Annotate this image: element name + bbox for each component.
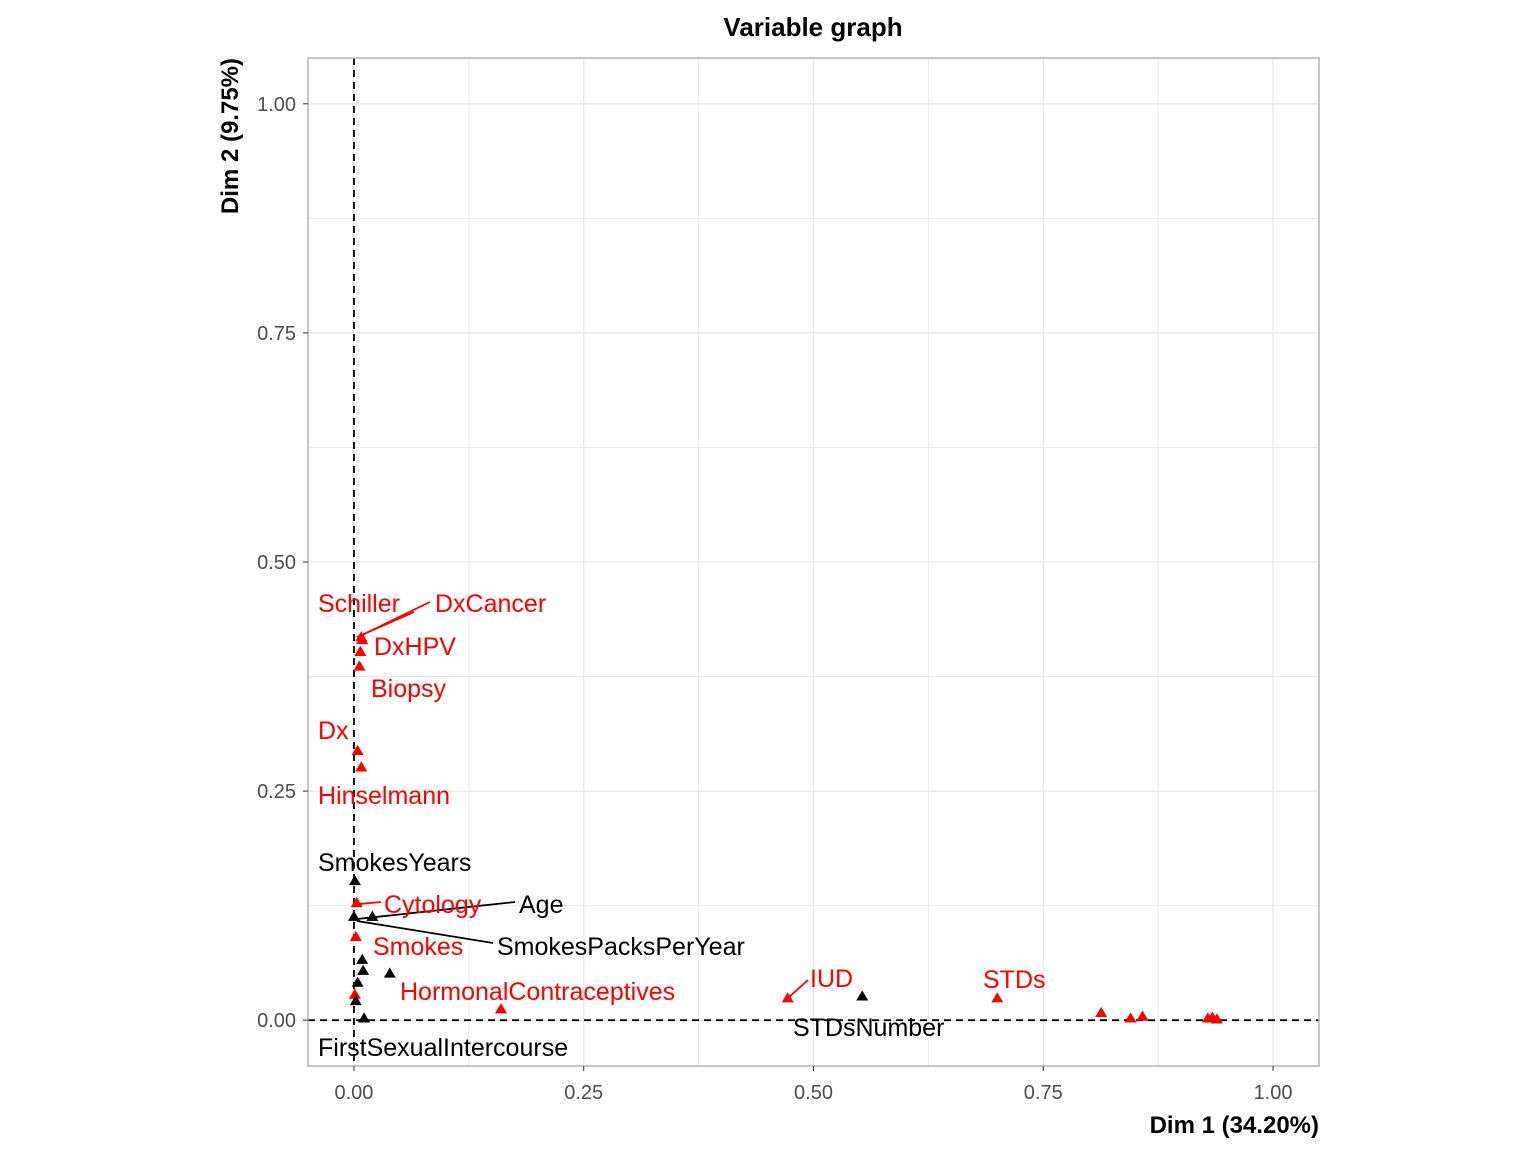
label-smokesyears: SmokesYears — [318, 849, 471, 877]
marker-smokespacksperyear — [347, 910, 360, 921]
marker-unlabeled-17 — [357, 964, 370, 975]
marker-dx — [351, 744, 364, 755]
marker-stds — [991, 992, 1004, 1003]
marker-iud — [781, 992, 794, 1003]
label-schiller: Schiller — [318, 590, 400, 618]
label-cytology: Cytology — [384, 891, 482, 919]
y-tick-label-2: 0.50 — [257, 552, 296, 574]
label-hinselmann: Hinselmann — [318, 782, 450, 810]
reference-lines — [308, 58, 1319, 1066]
connector-age — [356, 901, 516, 920]
label-connectors — [356, 601, 809, 999]
y-tick-label-1: 0.25 — [257, 781, 296, 803]
connector-cytology — [359, 901, 382, 905]
marker-smokesyears — [348, 874, 361, 886]
x-tick-label-2: 0.50 — [794, 1082, 833, 1104]
grid-lines — [308, 58, 1319, 1066]
marker-age — [366, 910, 379, 921]
label-stds: STDs — [983, 966, 1046, 994]
marker-unlabeled-21 — [349, 994, 362, 1006]
label-firstsexualintercourse: FirstSexualIntercourse — [318, 1034, 568, 1062]
marker-dxhpv — [354, 645, 367, 657]
connector-dxcancer — [359, 601, 431, 637]
marker-firstsexualintercourse — [358, 1012, 371, 1023]
label-dxcancer: DxCancer — [435, 590, 546, 618]
label-dx: Dx — [318, 717, 349, 745]
x-axis-title: Dim 1 (34.20%) — [1150, 1112, 1319, 1139]
label-dxhpv: DxHPV — [374, 633, 456, 661]
marker-smokes — [349, 930, 362, 941]
label-stdsnumber: STDsNumber — [793, 1014, 944, 1042]
x-tick-label-3: 0.75 — [1024, 1082, 1063, 1104]
point-labels: Schiller DxCancer DxHPV Biopsy Dx Hinselmann S… — [318, 590, 1046, 1062]
marker-hormonalcontraceptives — [495, 1003, 508, 1014]
marker-cytology — [350, 896, 363, 908]
label-age: Age — [519, 891, 563, 919]
marker-unlabeled-24 — [1136, 1010, 1149, 1021]
marker-hinselmann — [355, 761, 368, 772]
marker-unlabeled-18 — [383, 967, 396, 978]
marker-unlabeled-23 — [1124, 1012, 1137, 1023]
marker-unlabeled-20 — [348, 988, 361, 999]
x-tick-label-0: 0.00 — [334, 1082, 373, 1104]
label-smokespacksperyear: SmokesPacksPerYear — [497, 933, 745, 961]
marker-biopsy — [353, 660, 366, 671]
label-biopsy: Biopsy — [371, 675, 447, 703]
marker-unlabeled-22 — [1095, 1006, 1108, 1018]
connector-iud — [787, 979, 809, 999]
label-iud: IUD — [810, 965, 853, 993]
label-hormonalcontraceptives: HormonalContraceptives — [400, 978, 675, 1006]
marker-dxcancer — [356, 633, 369, 645]
marker-unlabeled-19 — [351, 976, 364, 987]
marker-stdsnumber — [856, 990, 869, 1001]
marker-unlabeled-27 — [1210, 1013, 1223, 1024]
connector-smokespacksperyear — [356, 920, 494, 944]
chart-title: Variable graph — [723, 12, 902, 42]
x-tick-label-4: 1.00 — [1254, 1082, 1293, 1104]
marker-unlabeled-16 — [356, 953, 369, 964]
y-tick-label-4: 1.00 — [257, 94, 296, 116]
y-axis-ticks: 0.00 0.25 0.50 0.75 1.00 — [257, 94, 308, 1032]
label-smokes: Smokes — [373, 933, 463, 961]
y-tick-label-3: 0.75 — [257, 323, 296, 345]
x-tick-label-1: 0.25 — [564, 1082, 603, 1104]
x-axis-ticks: 0.00 0.25 0.50 0.75 1.00 — [334, 1066, 1293, 1104]
y-tick-label-0: 0.00 — [257, 1010, 296, 1032]
point-markers — [347, 631, 1223, 1024]
y-axis-title: Dim 2 (9.75%) — [217, 58, 244, 214]
